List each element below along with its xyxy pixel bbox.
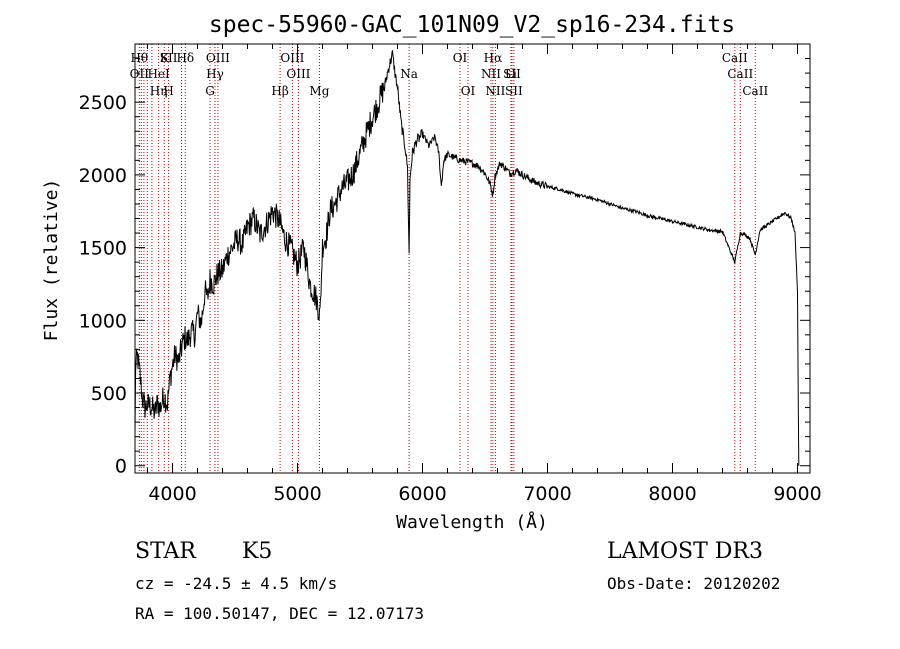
marker-label: NII (485, 84, 505, 98)
object-class: STAR (135, 539, 197, 564)
marker-label: Hη (150, 84, 168, 98)
chart-title: spec-55960-GAC_101N09_V2_sp16-234.fits (209, 12, 735, 38)
marker-lines (138, 44, 756, 473)
marker-label: NII (481, 67, 501, 81)
marker-label: Li (505, 67, 517, 81)
marker-label: OI (461, 84, 476, 98)
x-tick-label: 7000 (523, 483, 571, 505)
marker-label: Mg (309, 84, 329, 98)
marker-label: Hα (484, 51, 503, 65)
marker-label: G (205, 84, 215, 98)
x-tick-label: 6000 (398, 483, 446, 505)
marker-label: HeI (147, 67, 170, 81)
marker-label: OI (453, 51, 468, 65)
y-tick-label: 1500 (79, 238, 127, 260)
marker-label: SII (503, 67, 521, 81)
marker-label: H (163, 84, 173, 98)
coordinates: RA = 100.50147, DEC = 12.07173 (135, 604, 424, 623)
marker-label: OIII (286, 67, 310, 81)
marker-label: Na (400, 67, 418, 81)
y-tick-label: 2500 (79, 92, 127, 114)
y-tick-label: 500 (91, 383, 127, 405)
obs-date: Obs-Date: 20120202 (607, 574, 780, 593)
y-axis-label: Flux (relative) (41, 179, 62, 342)
marker-label: OIII (206, 51, 230, 65)
redshift-text: cz = -24.5 ± 4.5 km/s (135, 574, 337, 593)
survey-name: LAMOST DR3 (607, 539, 763, 564)
spectral-subclass: K5 (242, 539, 272, 564)
y-tick-label: 0 (115, 456, 127, 478)
marker-label: OII (130, 67, 150, 81)
spectrum-line (134, 50, 800, 466)
x-tick-label: 5000 (273, 483, 321, 505)
x-axis-ticks: 4000 5000 6000 7000 8000 9000 (147, 44, 822, 505)
marker-label: CaII (742, 84, 768, 98)
x-tick-label: 9000 (773, 483, 821, 505)
marker-label: CaII (727, 67, 753, 81)
y-tick-label: 1000 (79, 310, 127, 332)
marker-label: SII (505, 84, 523, 98)
marker-label: Hδ (176, 51, 194, 65)
marker-label: CaII (722, 51, 748, 65)
marker-label: Hβ (271, 84, 288, 98)
marker-label: Hγ (206, 67, 224, 81)
marker-label: OIII (280, 51, 304, 65)
y-axis-ticks: 0 500 1000 1500 2000 2500 (79, 58, 810, 478)
marker-label: SII (160, 51, 178, 65)
x-tick-label: 4000 (148, 483, 196, 505)
marker-label: Hθ (130, 51, 148, 65)
marker-label: K (160, 51, 170, 65)
plot-frame (134, 43, 811, 474)
x-axis-label: Wavelength (Å) (396, 511, 548, 533)
y-tick-label: 2000 (79, 165, 127, 187)
x-tick-label: 8000 (648, 483, 696, 505)
